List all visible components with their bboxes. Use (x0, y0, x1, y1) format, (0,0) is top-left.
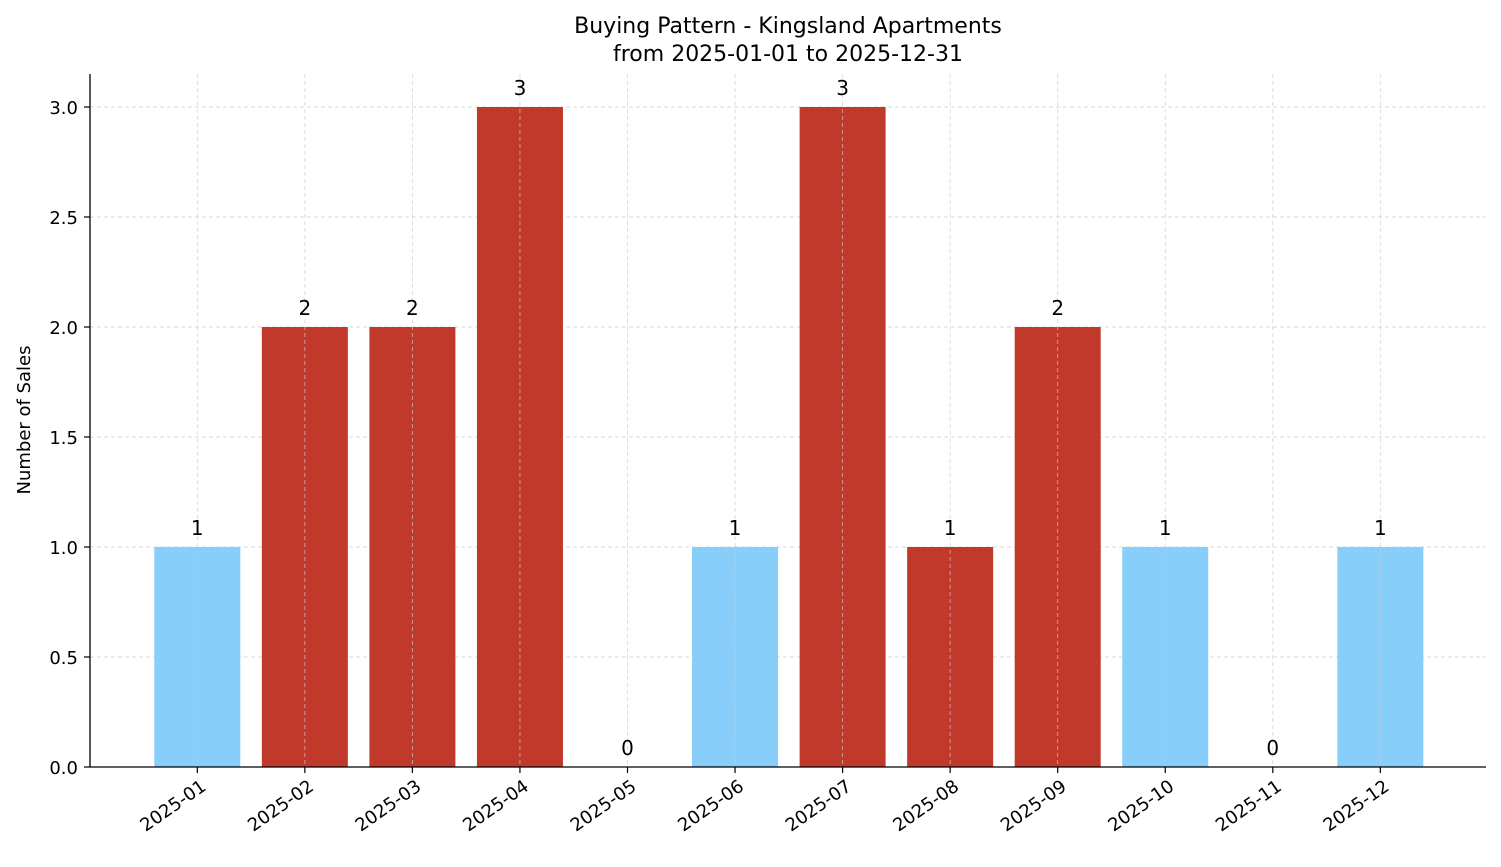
x-tick-label: 2025-05 (567, 776, 641, 836)
x-tick-label: 2025-11 (1212, 776, 1286, 836)
y-tick-label: 0.0 (49, 758, 78, 779)
data-label: 1 (1374, 516, 1387, 540)
x-tick-label: 2025-08 (889, 776, 963, 836)
y-tick-label: 2.0 (49, 318, 78, 339)
data-label: 0 (1266, 736, 1279, 760)
data-label: 3 (836, 76, 849, 100)
bar (799, 107, 886, 767)
x-tick-label: 2025-04 (459, 776, 533, 836)
data-label: 0 (621, 736, 634, 760)
data-label: 1 (191, 516, 204, 540)
data-label: 1 (944, 516, 957, 540)
x-tick-label: 2025-01 (137, 776, 211, 836)
x-tick-label: 2025-10 (1104, 776, 1178, 836)
y-axis-label: Number of Sales (14, 345, 35, 494)
data-label: 2 (298, 296, 311, 320)
chart-title: Buying Pattern - Kingsland Apartments (574, 14, 1002, 39)
x-tick-label: 2025-07 (782, 776, 856, 836)
x-tick-label: 2025-03 (352, 776, 426, 836)
y-tick-label: 1.5 (49, 428, 78, 449)
data-label: 2 (1051, 296, 1064, 320)
y-tick-label: 3.0 (49, 98, 78, 119)
data-label: 1 (1159, 516, 1172, 540)
y-tick-label: 0.5 (49, 648, 78, 669)
x-tick-label: 2025-09 (997, 776, 1071, 836)
x-tick-label: 2025-02 (244, 776, 318, 836)
y-tick-label: 1.0 (49, 538, 78, 559)
chart-subtitle: from 2025-01-01 to 2025-12-31 (613, 42, 963, 67)
data-label: 3 (514, 76, 527, 100)
data-label: 2 (406, 296, 419, 320)
x-tick-label: 2025-06 (674, 776, 748, 836)
y-tick-label: 2.5 (49, 208, 78, 229)
data-label: 1 (729, 516, 742, 540)
x-tick-label: 2025-12 (1320, 776, 1394, 836)
bar (476, 107, 563, 767)
